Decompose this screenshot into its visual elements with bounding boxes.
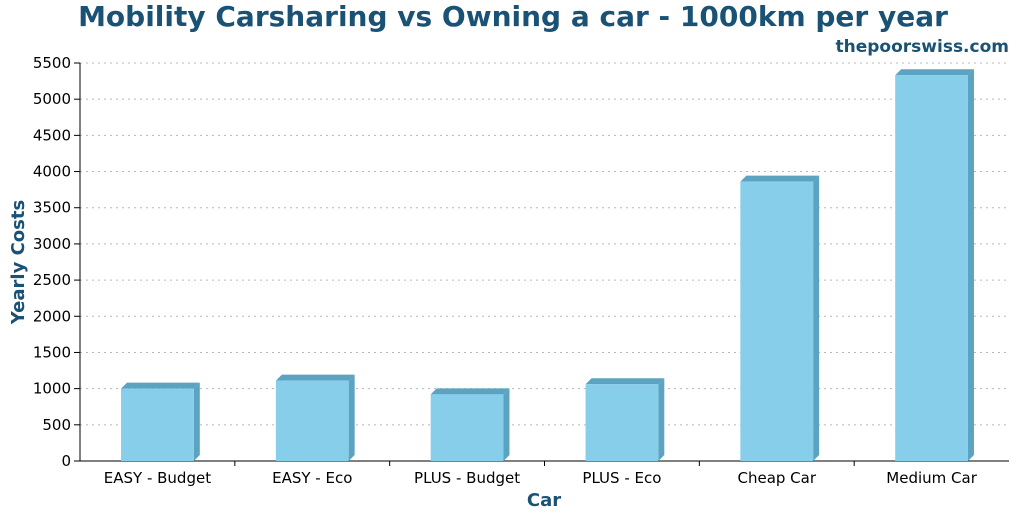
x-tick-label: Medium Car xyxy=(886,469,977,487)
bar-top xyxy=(275,374,355,381)
y-tick-label: 3500 xyxy=(33,199,71,217)
chart-subtitle: thepoorswiss.com xyxy=(836,37,1010,57)
bar-side xyxy=(193,382,200,461)
y-tick-label: 3000 xyxy=(33,235,71,253)
x-tick-label: EASY - Eco xyxy=(272,469,352,487)
y-tick-label: 5000 xyxy=(33,90,71,108)
bar-top xyxy=(740,175,820,182)
y-tick-label: 0 xyxy=(61,452,71,470)
bar-front xyxy=(585,384,659,461)
y-tick-label: 1000 xyxy=(33,380,71,398)
chart-title: Mobility Carsharing vs Owning a car - 10… xyxy=(78,0,948,33)
bar-front xyxy=(275,380,349,461)
y-tick-label: 1500 xyxy=(33,343,71,361)
y-tick-label: 5500 xyxy=(33,54,71,72)
y-tick-label: 2500 xyxy=(33,271,71,289)
bar-front xyxy=(740,181,814,461)
y-tick-label: 4000 xyxy=(33,163,71,181)
x-tick-label: PLUS - Eco xyxy=(582,469,661,487)
y-tick-label: 500 xyxy=(42,416,71,434)
bar-front xyxy=(895,75,968,461)
x-tick-label: EASY - Budget xyxy=(104,469,211,487)
bar xyxy=(585,378,665,461)
grid-lines xyxy=(80,62,1009,462)
y-axis-label: Yearly Costs xyxy=(8,200,29,325)
bar xyxy=(121,382,200,461)
bar-top xyxy=(895,69,974,76)
bar-front xyxy=(121,388,194,461)
bar xyxy=(275,374,355,461)
x-axis-label: Car xyxy=(527,490,561,511)
bars xyxy=(121,69,974,461)
y-axis: 0 500 1000 1500 2000 2500 3000 3500 4000 4500 5000… xyxy=(33,54,81,470)
bar-top xyxy=(121,382,200,389)
bar-side xyxy=(503,388,510,461)
bar-side xyxy=(658,378,665,461)
x-tick-label: PLUS - Budget xyxy=(414,469,520,487)
bar-top xyxy=(430,388,510,395)
bar xyxy=(740,175,820,461)
bar xyxy=(430,388,510,461)
x-axis: EASY - Budget EASY - Eco PLUS - Budget PLUS… xyxy=(80,460,1009,487)
x-tick-label: Cheap Car xyxy=(737,469,816,487)
bar xyxy=(895,69,974,461)
y-tick-label: 2000 xyxy=(33,307,71,325)
bar-side xyxy=(348,374,355,461)
bar-side xyxy=(813,175,820,461)
bar-side xyxy=(967,69,974,461)
bar-top xyxy=(585,378,665,385)
y-tick-label: 4500 xyxy=(33,126,71,144)
bar-front xyxy=(430,394,504,461)
